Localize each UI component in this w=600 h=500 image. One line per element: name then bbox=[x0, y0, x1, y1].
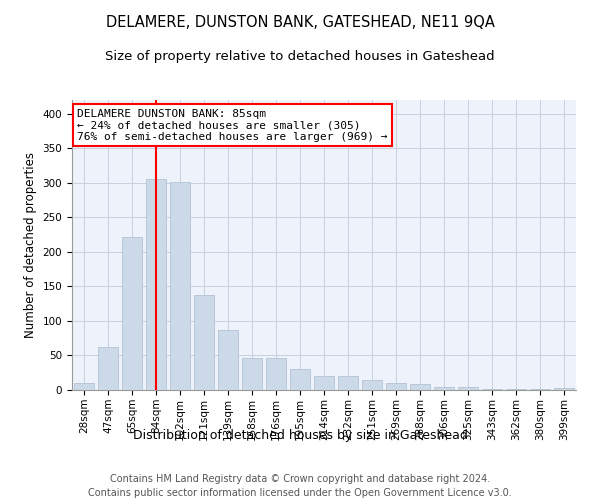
Bar bbox=[410, 384, 430, 390]
Bar bbox=[386, 383, 406, 390]
Bar bbox=[434, 387, 454, 390]
Y-axis label: Number of detached properties: Number of detached properties bbox=[24, 152, 37, 338]
Text: Contains HM Land Registry data © Crown copyright and database right 2024.
Contai: Contains HM Land Registry data © Crown c… bbox=[88, 474, 512, 498]
Text: DELAMERE, DUNSTON BANK, GATESHEAD, NE11 9QA: DELAMERE, DUNSTON BANK, GATESHEAD, NE11 … bbox=[106, 15, 494, 30]
Bar bbox=[314, 376, 334, 390]
Bar bbox=[362, 380, 382, 390]
Text: DELAMERE DUNSTON BANK: 85sqm
← 24% of detached houses are smaller (305)
76% of s: DELAMERE DUNSTON BANK: 85sqm ← 24% of de… bbox=[77, 108, 388, 142]
Bar bbox=[146, 180, 166, 390]
Text: Size of property relative to detached houses in Gateshead: Size of property relative to detached ho… bbox=[105, 50, 495, 63]
Bar bbox=[458, 386, 478, 390]
Bar bbox=[554, 388, 574, 390]
Bar bbox=[194, 294, 214, 390]
Bar bbox=[290, 368, 310, 390]
Bar bbox=[98, 346, 118, 390]
Bar bbox=[338, 376, 358, 390]
Bar bbox=[506, 388, 526, 390]
Bar bbox=[74, 383, 94, 390]
Bar bbox=[122, 236, 142, 390]
Text: Distribution of detached houses by size in Gateshead: Distribution of detached houses by size … bbox=[133, 428, 467, 442]
Bar bbox=[482, 388, 502, 390]
Bar bbox=[170, 182, 190, 390]
Bar bbox=[218, 330, 238, 390]
Bar bbox=[266, 358, 286, 390]
Bar bbox=[242, 358, 262, 390]
